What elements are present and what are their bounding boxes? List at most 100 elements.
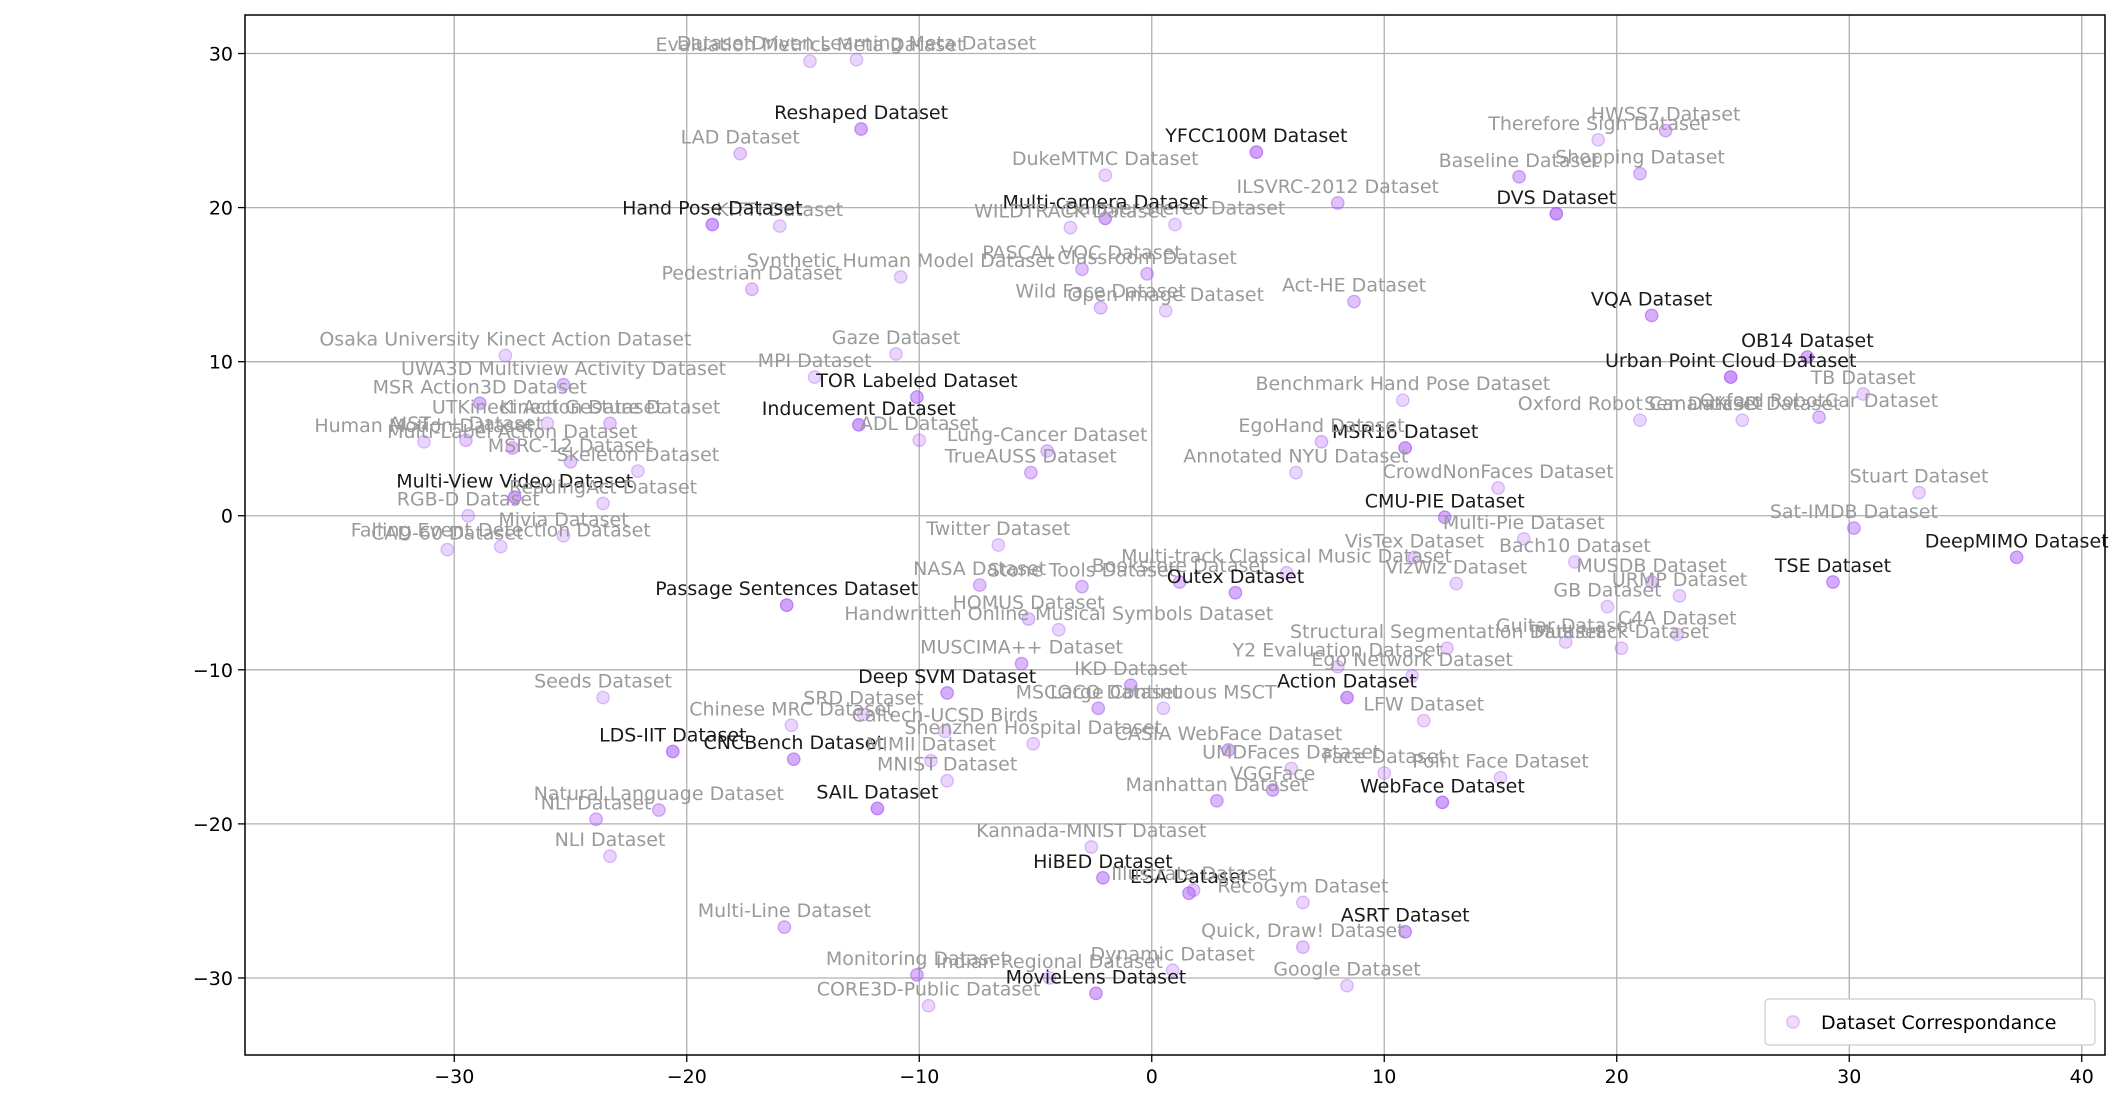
data-point (1096, 870, 1110, 885)
point-label: Multitrack Dataset (1534, 621, 1709, 643)
point-label: Action Dataset (1277, 671, 1417, 693)
legend-entry: Dataset Correspondance (1821, 1012, 2056, 1034)
point-label: TB Dataset (1810, 367, 1916, 389)
data-point (1249, 145, 1264, 159)
data-point (1437, 510, 1452, 525)
data-point (1040, 444, 1054, 458)
point-label: MSR16 Dataset (1332, 421, 1478, 443)
data-point (972, 578, 987, 592)
point-label: MUSCIMA++ Dataset (920, 637, 1123, 659)
data-point (779, 598, 794, 612)
legend-marker (1786, 1015, 1800, 1029)
data-point (1396, 393, 1410, 408)
point-label: Human Motion Dataset (314, 415, 533, 437)
point-label: Passage Sentences Dataset (655, 578, 918, 600)
data-point (1182, 886, 1196, 901)
point-label: Illustrate Dataset (1111, 863, 1276, 885)
point-label: Chinese MRC Dataset (689, 698, 893, 720)
point-label: CNCBench Dataset (703, 732, 883, 754)
y-tick-label: −20 (193, 814, 233, 836)
point-label: CrowdNonFaces Dataset (1383, 461, 1614, 483)
point-label: Multi-Pie Dataset (1443, 512, 1605, 534)
data-point (603, 416, 617, 431)
point-label: Natural Language Dataset (534, 783, 784, 805)
point-label: Guitar Dataset (1496, 615, 1635, 637)
x-tick-label: 40 (2070, 1066, 2094, 1088)
point-label: UWA3D Multiview Activity Dataset (401, 358, 726, 380)
data-point (733, 146, 748, 161)
data-point (1091, 701, 1106, 716)
point-label: Multi-View Video Dataset (396, 470, 633, 492)
point-label: Synthetic Human Model Dataset (747, 250, 1055, 272)
point-label: Multi-Label Action Dataset (387, 421, 638, 443)
data-point (851, 417, 866, 432)
data-point (2009, 550, 2024, 565)
data-point (1416, 713, 1431, 728)
point-label: MNIST Dataset (877, 754, 1017, 776)
data-point (1856, 387, 1871, 401)
point-label: DatasetDriven Learning Meta Dataset (677, 33, 1036, 55)
point-label: Daimler-stereo Dataset (1065, 198, 1286, 220)
data-point (631, 464, 645, 478)
point-label: Gaze Dataset (832, 327, 960, 349)
data-point (1330, 659, 1345, 674)
data-point (1221, 743, 1236, 757)
point-label: PASCAL VOC Dataset (982, 242, 1182, 264)
point-label: MSCOCO Dataset (1016, 681, 1181, 703)
point-label: Kinect Gesture Dataset (500, 396, 721, 418)
x-tick-label: 10 (1372, 1066, 1396, 1088)
data-point (556, 528, 571, 543)
data-point (563, 454, 578, 469)
data-point (1140, 266, 1154, 281)
data-point (472, 396, 487, 411)
point-label: Annotated NYU Dataset (1183, 446, 1408, 468)
data-point (1812, 410, 1826, 424)
data-point (1330, 196, 1345, 210)
data-point (912, 433, 927, 448)
point-label: Indian Regional Dataset (936, 951, 1163, 973)
x-tick-label: −20 (667, 1066, 707, 1088)
data-point (1084, 840, 1099, 854)
point-label: MSR Action3D Dataset (373, 376, 587, 398)
data-point (1568, 555, 1582, 569)
data-point (803, 54, 817, 69)
point-label: WebFace Dataset (1360, 775, 1525, 797)
point-label: VQA Dataset (1591, 288, 1712, 310)
point-label: Point Face Dataset (1412, 751, 1589, 773)
point-label: Classroom Dataset (1057, 247, 1237, 269)
point-label: Y2 Evaluation Dataset (1232, 640, 1443, 662)
point-label: RGB-D Dataset (397, 489, 540, 511)
point-label: Oxford RobotCar Dataset (1700, 390, 1938, 412)
point-label: Evaluation Metrics Meta Dataset (656, 34, 965, 56)
data-point (1516, 532, 1531, 546)
data-point (940, 686, 955, 700)
point-label: VGGFace (1230, 763, 1315, 785)
point-label: Twitter Dataset (925, 518, 1070, 540)
point-label: Bach10 Dataset (1499, 535, 1651, 557)
data-point (1512, 169, 1526, 184)
point-label: Google Dataset (1273, 959, 1420, 981)
point-label: URMP Dataset (1612, 569, 1747, 591)
y-tick-label: −10 (193, 660, 233, 682)
data-point (1340, 690, 1354, 705)
data-point (589, 812, 603, 827)
data-point (1158, 303, 1173, 318)
data-point (1186, 883, 1201, 897)
data-points (417, 52, 2024, 1013)
data-point (1296, 940, 1310, 954)
point-label: Skeleton Dataset (557, 444, 720, 466)
data-point (1407, 550, 1422, 565)
data-point (1658, 123, 1673, 138)
data-point (1633, 166, 1647, 181)
data-point (1644, 308, 1659, 323)
data-point (1210, 793, 1224, 808)
data-point (1340, 978, 1354, 993)
data-point (786, 752, 801, 767)
data-point (540, 416, 555, 431)
point-label: Monitoring Dataset (826, 948, 1008, 970)
point-label: Open Image Dataset (1067, 284, 1264, 306)
data-point (854, 122, 868, 136)
point-label: Seeds Dataset (534, 671, 672, 693)
data-point (1075, 579, 1089, 594)
